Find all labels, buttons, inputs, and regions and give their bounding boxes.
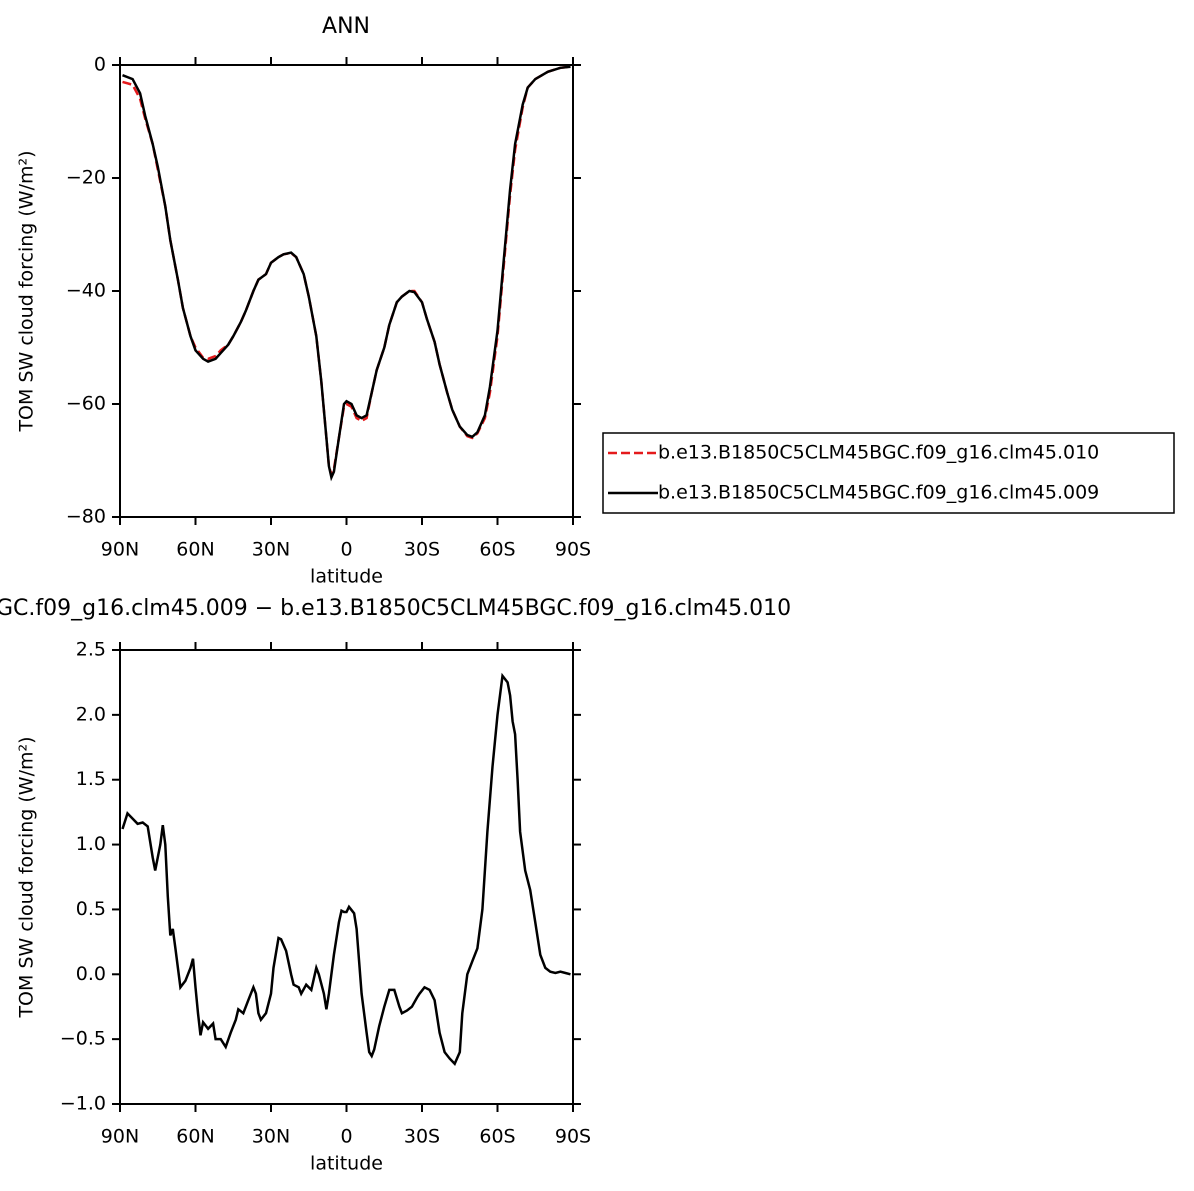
y-tick-label: 1.0	[76, 833, 106, 855]
legend-label: b.e13.B1850C5CLM45BGC.f09_g16.clm45.010	[658, 442, 1099, 464]
y-axis-label: TOM SW cloud forcing (W/m²)	[16, 736, 38, 1018]
x-tick-label: 90S	[555, 1126, 591, 1148]
chart-title: ANN	[322, 14, 370, 39]
y-tick-label: −60	[66, 393, 106, 415]
y-tick-label: 0.5	[76, 898, 106, 920]
y-tick-label: −40	[66, 280, 106, 302]
x-tick-label: 60N	[176, 539, 214, 561]
x-tick-label: 0	[340, 539, 352, 561]
y-tick-label: 0.0	[76, 963, 106, 985]
data-line	[121, 672, 571, 1067]
x-tick-label: 90N	[101, 539, 139, 561]
y-tick-label: 1.5	[76, 768, 106, 790]
x-tick-label: 30N	[252, 1126, 290, 1148]
legend-box	[602, 432, 1175, 514]
x-tick-label: 30N	[252, 539, 290, 561]
plot-frame	[119, 64, 574, 518]
y-tick-label: −20	[66, 167, 106, 189]
x-tick-label: 60S	[479, 1126, 515, 1148]
y-tick-label: −1.0	[60, 1093, 106, 1115]
plot-frame	[119, 649, 574, 1105]
x-axis-label: latitude	[310, 1153, 383, 1175]
x-tick-label: 30S	[404, 1126, 440, 1148]
y-tick-label: 2.0	[76, 703, 106, 725]
y-axis-label: TOM SW cloud forcing (W/m²)	[16, 150, 38, 432]
x-tick-label: 0	[340, 1126, 352, 1148]
x-tick-label: 90N	[101, 1126, 139, 1148]
legend-label: b.e13.B1850C5CLM45BGC.f09_g16.clm45.009	[658, 482, 1099, 504]
x-tick-label: 30S	[404, 539, 440, 561]
x-tick-label: 60N	[176, 1126, 214, 1148]
chart-title: GC.f09_g16.clm45.009 − b.e13.B1850C5CLM4…	[0, 596, 791, 621]
y-tick-label: 0	[94, 54, 106, 76]
x-axis-label: latitude	[310, 566, 383, 588]
y-tick-label: 2.5	[76, 639, 106, 661]
x-tick-label: 60S	[479, 539, 515, 561]
x-tick-label: 90S	[555, 539, 591, 561]
y-tick-label: −0.5	[60, 1028, 106, 1050]
data-line	[122, 65, 571, 482]
y-tick-label: −80	[66, 506, 106, 528]
